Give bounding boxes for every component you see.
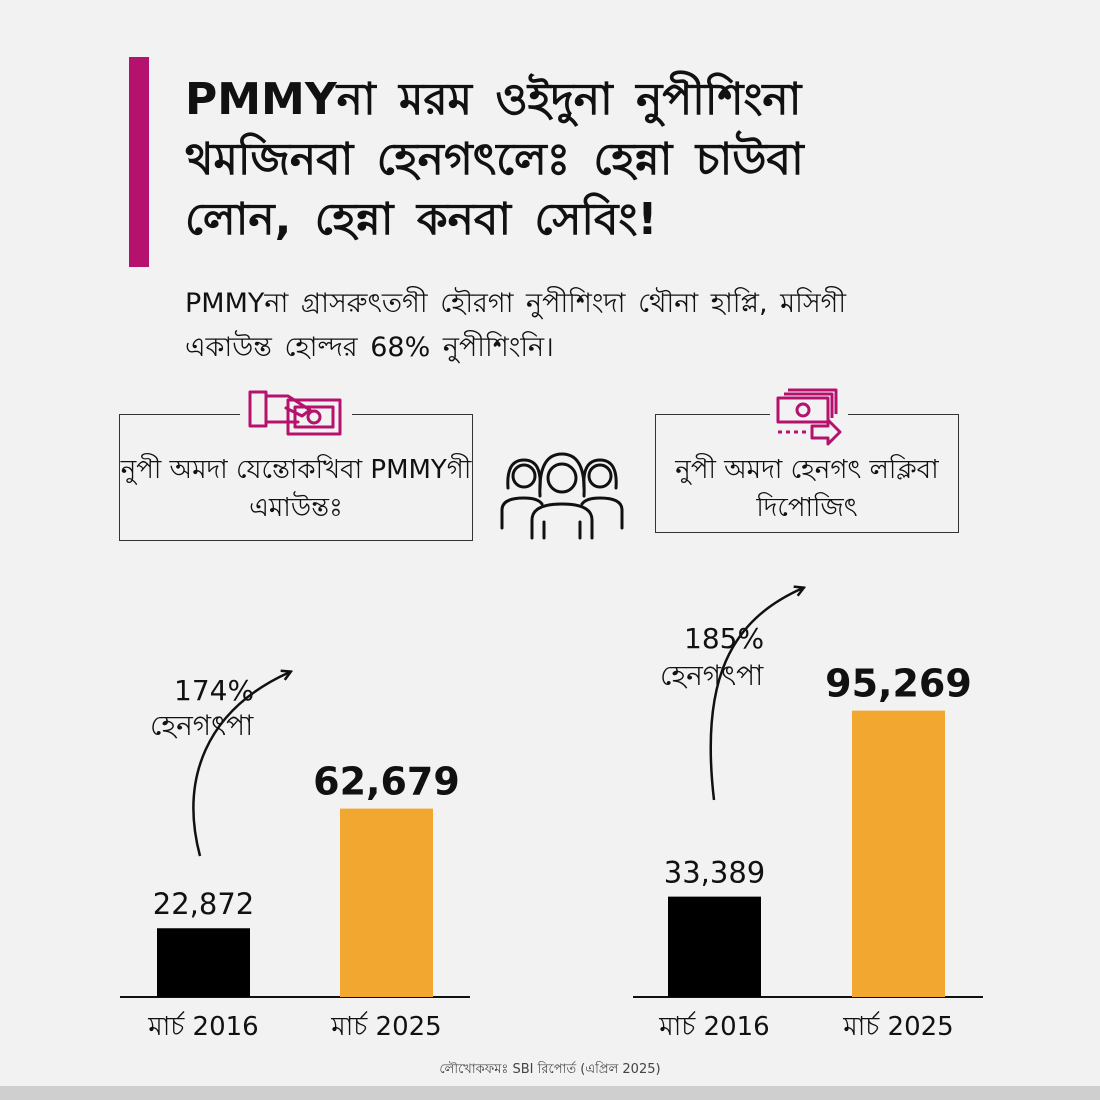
chart-1-value-label-1: 95,269 <box>825 662 972 706</box>
chart-0-growth-label-1: হেনগৎপা <box>150 709 254 742</box>
chart-1-bar-0 <box>668 896 761 997</box>
chart-1-value-label-0: 33,389 <box>664 856 765 890</box>
women-group-icon <box>498 448 626 542</box>
chart-1-tick-label-1: মার্চ 2025 <box>842 1011 953 1042</box>
banknote-stack-icon <box>770 386 848 446</box>
chart-1-growth-arrow <box>709 588 803 801</box>
chart-0-bar-0 <box>157 928 250 997</box>
chart-0-tick-label-0: মার্চ 2016 <box>147 1011 258 1042</box>
chart-0-bar-1 <box>340 808 433 997</box>
chart-1-bar-1 <box>852 710 945 997</box>
chart-0-growth-arrow <box>192 672 290 857</box>
chart-1-growth-label-0: 185% <box>684 622 764 655</box>
chart-1-growth-label-1: হেনগৎপা <box>660 659 764 692</box>
loan-amount-box: নুপী অমদা যেন্তোকখিবা PMMYগী এমাউন্তঃ <box>119 414 473 541</box>
chart-0-value-label-1: 62,679 <box>313 760 460 804</box>
chart-0-growth-label-0: 174% <box>174 674 254 707</box>
title-accent-bar <box>129 57 149 267</box>
loan-amount-label: নুপী অমদা যেন্তোকখিবা PMMYগী এমাউন্তঃ <box>120 455 472 523</box>
hand-with-banknote-icon <box>240 384 352 444</box>
page-title: PMMYনা মরম ওইদুনা নুপীশিংনা থমজিনবা হেনগ… <box>185 74 804 245</box>
deposit-label: নুপী অমদা হেনগৎ লক্লিবা দিপোজিৎ <box>675 455 939 523</box>
bottom-strip <box>0 1086 1100 1100</box>
chart-1-tick-label-0: মার্চ 2016 <box>658 1011 769 1042</box>
chart-0-tick-label-1: মার্চ 2025 <box>330 1011 441 1042</box>
source-note: লৌখোকফমঃ SBI রিপোর্ত (এপ্রিল 2025) <box>439 1062 661 1077</box>
chart-0-value-label-0: 22,872 <box>153 887 254 921</box>
page-subtitle: PMMYনা গ্রাসরুৎতগী হৌরগা নুপীশিংদা থৌনা … <box>185 288 847 363</box>
